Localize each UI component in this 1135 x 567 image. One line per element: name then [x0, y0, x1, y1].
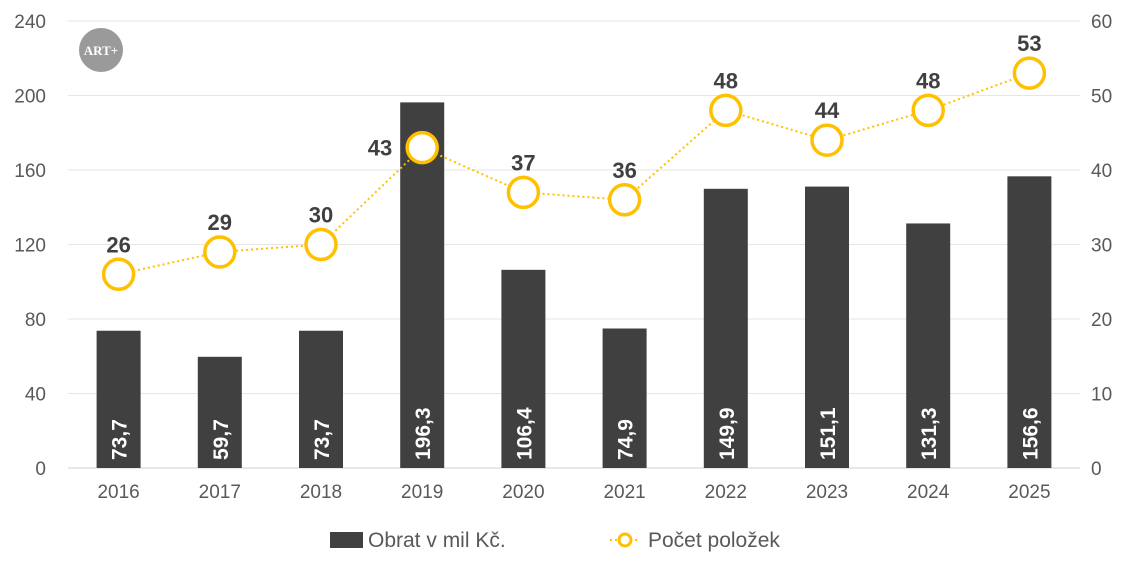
- bar-series: 73,7 59,7 73,7 196,3 106,4 74,9 149,9 151,1 131,…: [96, 102, 1052, 469]
- y-right-tick-label: 30: [1091, 236, 1112, 257]
- x-tick-label: 2022: [705, 482, 747, 503]
- bar: [96, 330, 141, 468]
- y-right-tick-label: 60: [1091, 12, 1112, 33]
- y-left-tick-label: 160: [14, 161, 46, 182]
- line-series: 26 29 30 43 37 36 48 44 48 53: [101, 31, 1047, 292]
- point-value-label: 53: [1017, 31, 1041, 56]
- legend-marker-icon: [617, 532, 633, 548]
- bar-value-label: 156,6: [1019, 407, 1042, 460]
- line-marker: [810, 123, 844, 157]
- point-value-label: 29: [208, 210, 232, 235]
- line-marker: [203, 235, 237, 269]
- y-right-tick-label: 20: [1091, 310, 1112, 331]
- line-marker: [607, 183, 642, 217]
- bar-value-label: 196,3: [412, 407, 435, 460]
- legend-line-label: Počet položek: [648, 529, 780, 552]
- bar-value-label: 149,9: [716, 407, 739, 460]
- bar: [703, 188, 748, 468]
- point-value-label: 26: [106, 232, 130, 257]
- bar: [299, 330, 343, 468]
- y-right-tick-label: 0: [1091, 459, 1102, 480]
- x-tick-label: 2023: [806, 482, 848, 503]
- axes: 0 40 80 120 160 200 240 0 10 20 30 40 50 60 2016 2017 20…: [14, 12, 1112, 503]
- bar: [197, 356, 242, 468]
- y-right-tick-label: 40: [1091, 161, 1112, 182]
- point-value-label: 36: [612, 158, 636, 183]
- point-value-label: 37: [511, 150, 535, 175]
- line-marker: [304, 227, 338, 262]
- bar: [906, 223, 951, 468]
- point-value-label: 43: [368, 136, 392, 161]
- point-value-label: 44: [815, 98, 840, 123]
- y-left-tick-label: 120: [14, 236, 46, 257]
- y-left-tick-label: 80: [25, 310, 46, 331]
- point-value-label: 48: [714, 68, 738, 93]
- x-tick-label: 2024: [907, 482, 950, 503]
- logo: ART+: [79, 28, 123, 72]
- x-tick-label: 2017: [199, 482, 241, 503]
- x-tick-label: 2018: [300, 482, 342, 503]
- bar-value-label: 151,1: [817, 407, 840, 460]
- logo-text: ART+: [84, 43, 118, 58]
- point-value-label: 48: [916, 68, 940, 93]
- line-marker: [911, 93, 945, 128]
- legend: Obrat v mil Kč. Počet položek: [330, 529, 780, 552]
- logo-circle: [79, 28, 123, 72]
- line-marker: [405, 130, 439, 165]
- x-tick-label: 2016: [97, 482, 139, 503]
- x-tick-label: 2020: [502, 482, 544, 503]
- bar: [1007, 176, 1052, 468]
- x-tick-label: 2025: [1008, 482, 1050, 503]
- bar-value-label: 131,3: [918, 407, 941, 460]
- y-right-tick-label: 50: [1091, 87, 1112, 108]
- y-left-tick-label: 200: [14, 87, 46, 108]
- y-right-tick-label: 10: [1091, 385, 1112, 406]
- legend-bar-label: Obrat v mil Kč.: [368, 529, 506, 552]
- bar-value-label: 59,7: [210, 419, 233, 460]
- y-left-tick-label: 0: [35, 459, 46, 480]
- y-left-tick-label: 240: [14, 12, 46, 33]
- bar-value-label: 74,9: [615, 419, 638, 460]
- legend-bar-swatch: [330, 532, 363, 548]
- bar-value-label: 73,7: [109, 419, 132, 460]
- line-marker: [506, 175, 541, 210]
- x-tick-label: 2021: [603, 482, 645, 503]
- bar: [805, 186, 849, 469]
- line-marker: [101, 257, 136, 292]
- bar-value-label: 106,4: [513, 407, 536, 460]
- line-path: [118, 72, 1030, 276]
- point-value-label: 30: [309, 203, 333, 228]
- bar: [501, 269, 546, 468]
- line-marker: [709, 93, 743, 128]
- line-marker: [1012, 56, 1047, 90]
- y-left-tick-label: 40: [25, 385, 46, 406]
- bar: [602, 328, 647, 468]
- bar-value-label: 73,7: [311, 419, 334, 460]
- x-tick-label: 2019: [401, 482, 443, 503]
